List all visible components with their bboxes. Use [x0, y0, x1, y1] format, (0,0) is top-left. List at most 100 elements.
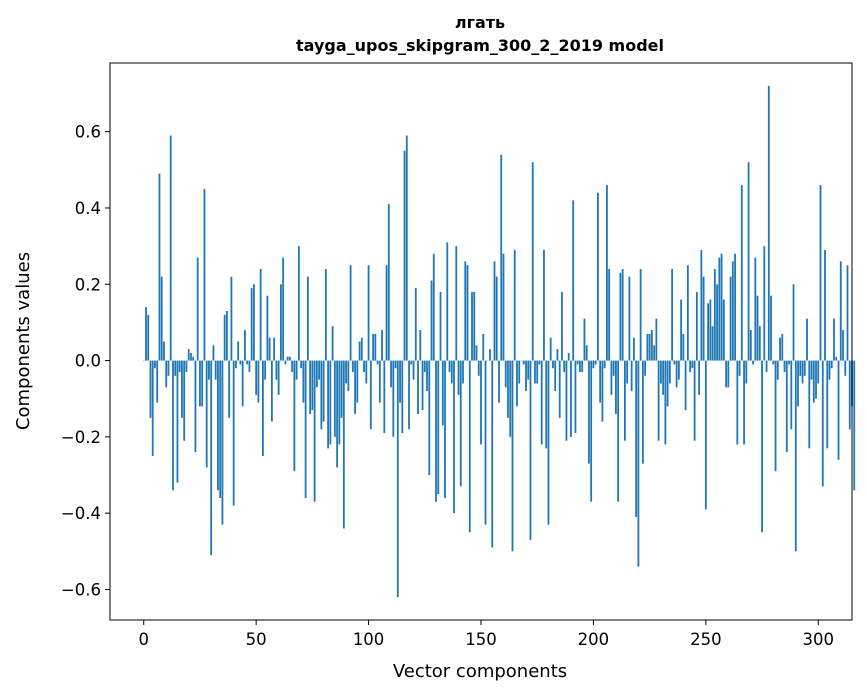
bar [477, 360, 480, 376]
bar [376, 360, 379, 365]
bar [185, 360, 188, 373]
bar [383, 360, 386, 434]
bar [302, 360, 305, 403]
bar [675, 360, 678, 388]
bar [659, 360, 662, 384]
bar [237, 341, 240, 361]
bar [196, 257, 199, 361]
bar [682, 333, 685, 361]
bar [448, 360, 451, 373]
bar [498, 360, 500, 403]
bar [145, 307, 147, 361]
bar [264, 360, 267, 380]
bar [837, 360, 840, 460]
bar [653, 345, 656, 361]
bar [601, 360, 604, 422]
bar [410, 360, 413, 365]
bar [763, 246, 766, 361]
bar [617, 360, 620, 502]
bar [545, 360, 548, 449]
bar [320, 360, 323, 430]
bar [246, 360, 249, 365]
bar [673, 360, 676, 365]
bar [151, 360, 154, 456]
bar [740, 185, 743, 361]
bar [725, 360, 727, 388]
bar [401, 360, 404, 434]
bar [291, 360, 294, 373]
bar [612, 360, 615, 376]
bar [453, 360, 455, 514]
bar [367, 265, 370, 361]
chart-title-line2: tayga_upos_skipgram_300_2_2019 model [296, 36, 664, 55]
bar [482, 333, 485, 361]
bar [770, 295, 772, 361]
bar [590, 360, 593, 502]
bar [419, 330, 422, 361]
bar [522, 360, 525, 365]
bar [619, 272, 622, 361]
bar [729, 276, 732, 361]
bar [502, 253, 505, 361]
bar [390, 360, 392, 388]
bar [351, 360, 354, 373]
bar [700, 249, 703, 361]
bar [500, 154, 503, 361]
bar [154, 360, 156, 369]
bar [203, 188, 206, 361]
bar [801, 360, 804, 384]
bar [826, 360, 829, 449]
bar [529, 360, 532, 540]
bar [689, 360, 692, 373]
bar [329, 360, 332, 445]
bar [513, 249, 516, 361]
bar [686, 265, 689, 361]
x-tick-label: 50 [246, 630, 267, 649]
bar [680, 299, 683, 361]
bar [552, 360, 554, 369]
bar [300, 360, 303, 369]
bar [671, 269, 674, 361]
bar [210, 360, 213, 556]
bar [273, 337, 276, 361]
bar [284, 360, 287, 365]
bar [846, 265, 849, 361]
bar [779, 337, 781, 361]
bar [230, 276, 233, 361]
bar [392, 360, 395, 437]
bar [507, 360, 509, 418]
bar [338, 360, 341, 445]
bar [558, 360, 561, 418]
bar [181, 360, 183, 418]
bar [250, 288, 253, 361]
bar [756, 295, 759, 361]
bar [806, 318, 808, 361]
bar [812, 360, 815, 403]
bar [509, 360, 512, 437]
bar [518, 360, 521, 384]
bar [833, 318, 835, 361]
bar [268, 337, 271, 361]
bar [628, 276, 631, 361]
bar [385, 265, 388, 361]
bar [412, 360, 415, 380]
bar [830, 360, 833, 369]
bar [462, 360, 464, 384]
bar [754, 257, 757, 361]
bar [736, 360, 739, 445]
bar [214, 360, 217, 380]
bar [423, 360, 426, 373]
bar [610, 360, 613, 395]
bar [331, 326, 334, 361]
bar [677, 360, 680, 380]
bar [286, 356, 289, 361]
bar [369, 360, 372, 430]
bar [165, 360, 168, 388]
bar [853, 360, 856, 491]
bar [446, 242, 449, 361]
bar [174, 360, 177, 376]
bar [815, 360, 817, 399]
bar [417, 360, 419, 414]
bar [844, 360, 847, 376]
bar [774, 360, 777, 472]
